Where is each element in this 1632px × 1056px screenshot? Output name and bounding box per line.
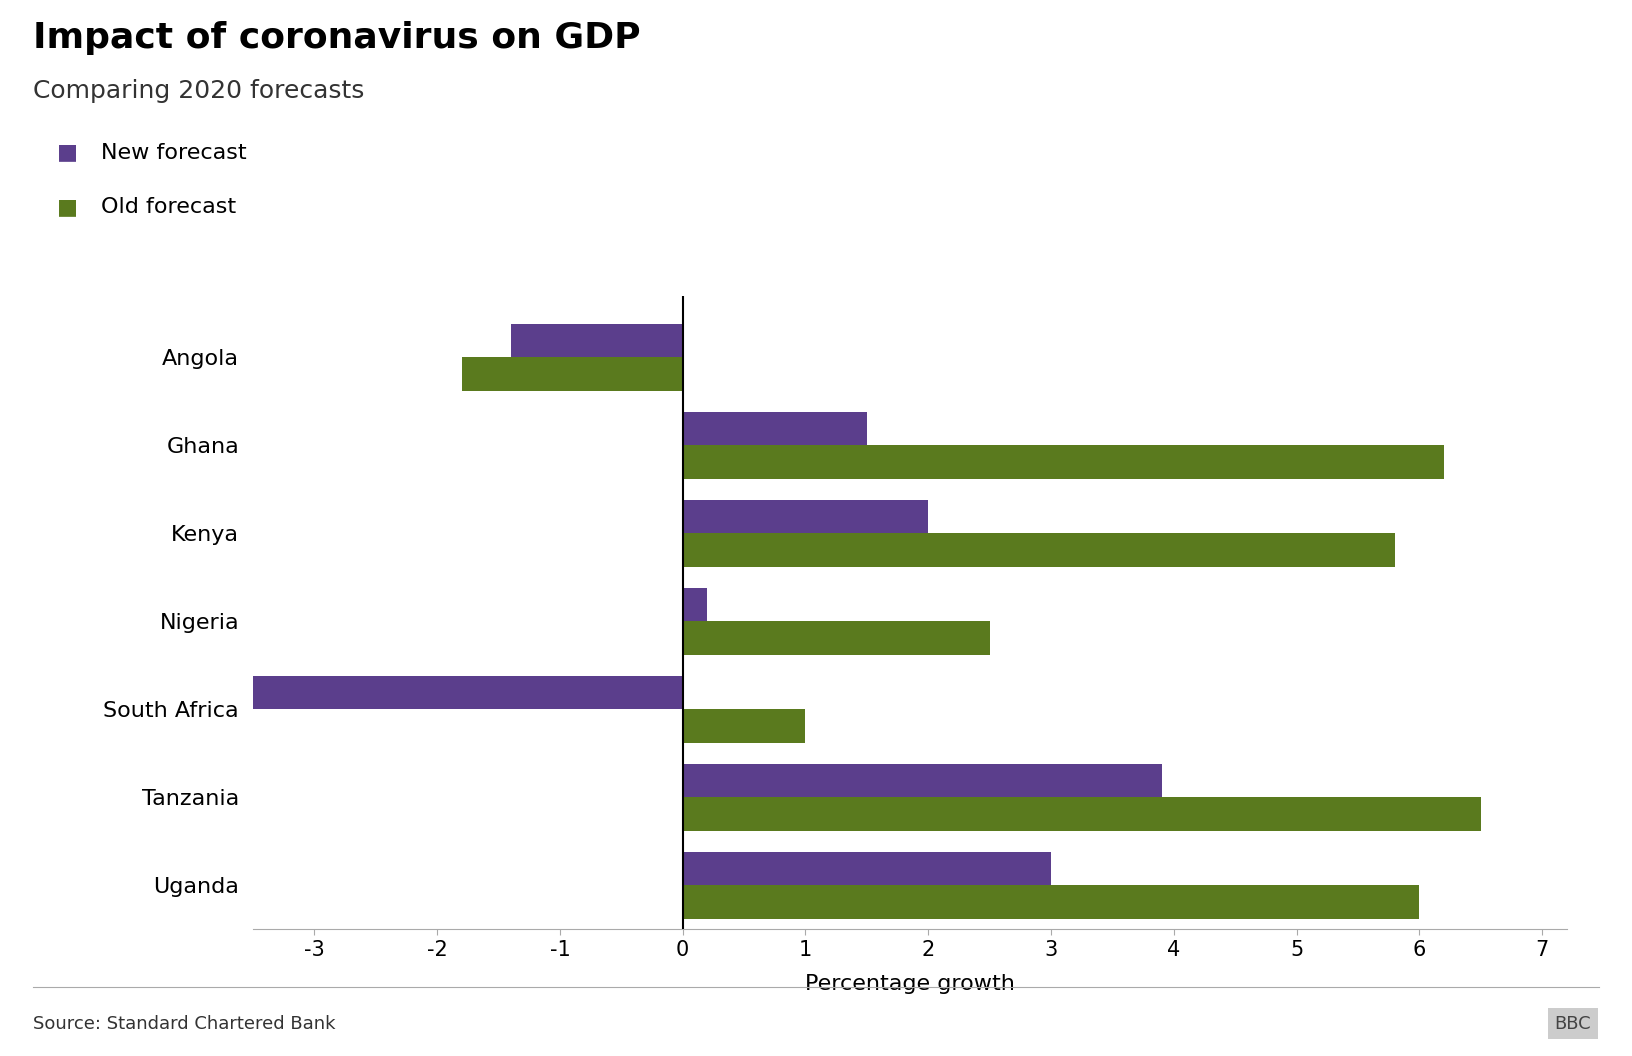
Text: New forecast: New forecast (101, 143, 246, 163)
Bar (682, 852, 1051, 885)
Bar (682, 710, 806, 742)
Bar (682, 621, 989, 655)
Bar (682, 763, 1162, 797)
Bar (682, 797, 1480, 831)
Bar (682, 412, 867, 446)
Bar (682, 533, 1395, 567)
Text: ■: ■ (57, 143, 78, 163)
Text: Impact of coronavirus on GDP: Impact of coronavirus on GDP (33, 21, 640, 55)
Text: Source: Standard Chartered Bank: Source: Standard Chartered Bank (33, 1015, 335, 1033)
Text: BBC: BBC (1555, 1015, 1591, 1033)
Text: Comparing 2020 forecasts: Comparing 2020 forecasts (33, 79, 364, 103)
Bar (682, 499, 929, 533)
Bar (511, 324, 682, 357)
Text: ■: ■ (57, 197, 78, 218)
Bar (682, 446, 1444, 478)
Bar (0, 676, 682, 710)
Bar (462, 357, 682, 391)
X-axis label: Percentage growth: Percentage growth (805, 974, 1015, 994)
Text: Old forecast: Old forecast (101, 197, 237, 218)
Bar (682, 588, 707, 621)
Bar (682, 885, 1420, 919)
